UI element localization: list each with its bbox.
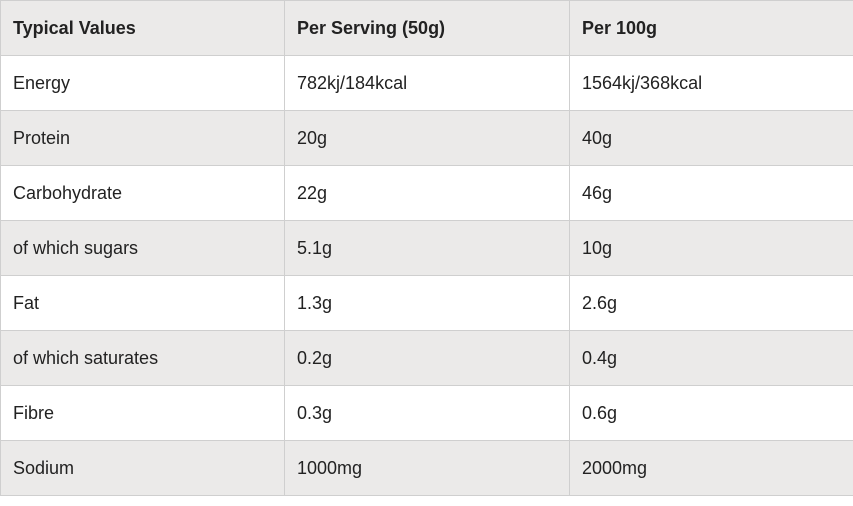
nutrient-name: Protein	[0, 110, 285, 166]
nutrient-name: Carbohydrate	[0, 165, 285, 221]
nutrient-value: 1.3g	[284, 275, 570, 331]
nutrient-value: 10g	[569, 220, 853, 276]
table-body: Energy 782kj/184kcal 1564kj/368kcal Protein…	[0, 55, 853, 496]
nutrient-value: 1564kj/368kcal	[569, 55, 853, 111]
nutrient-value: 0.2g	[284, 330, 570, 386]
table-row: Carbohydrate 22g 46g	[0, 165, 853, 221]
table-row: of which sugars 5.1g 10g	[0, 220, 853, 276]
table-row: Sodium 1000mg 2000mg	[0, 440, 853, 496]
header-row: Typical Values Per Serving (50g) Per 100g	[0, 0, 853, 56]
nutrient-value: 0.3g	[284, 385, 570, 441]
header-cell: Per Serving (50g)	[284, 0, 570, 56]
nutrient-value: 782kj/184kcal	[284, 55, 570, 111]
nutrient-name: Energy	[0, 55, 285, 111]
nutrient-value: 0.6g	[569, 385, 853, 441]
nutrient-value: 46g	[569, 165, 853, 221]
nutrient-value: 2000mg	[569, 440, 853, 496]
nutrient-value: 0.4g	[569, 330, 853, 386]
nutrient-name: of which sugars	[0, 220, 285, 276]
table-row: Fat 1.3g 2.6g	[0, 275, 853, 331]
table-row: Fibre 0.3g 0.6g	[0, 385, 853, 441]
nutrient-name: Fibre	[0, 385, 285, 441]
table-row: Protein 20g 40g	[0, 110, 853, 166]
nutrient-value: 22g	[284, 165, 570, 221]
nutrient-name: Sodium	[0, 440, 285, 496]
header-cell: Per 100g	[569, 0, 853, 56]
nutrient-value: 5.1g	[284, 220, 570, 276]
nutrient-value: 2.6g	[569, 275, 853, 331]
nutrient-value: 1000mg	[284, 440, 570, 496]
header-cell: Typical Values	[0, 0, 285, 56]
nutrient-value: 40g	[569, 110, 853, 166]
table-row: Energy 782kj/184kcal 1564kj/368kcal	[0, 55, 853, 111]
table-row: of which saturates 0.2g 0.4g	[0, 330, 853, 386]
nutrient-value: 20g	[284, 110, 570, 166]
nutrient-name: of which saturates	[0, 330, 285, 386]
nutrient-name: Fat	[0, 275, 285, 331]
